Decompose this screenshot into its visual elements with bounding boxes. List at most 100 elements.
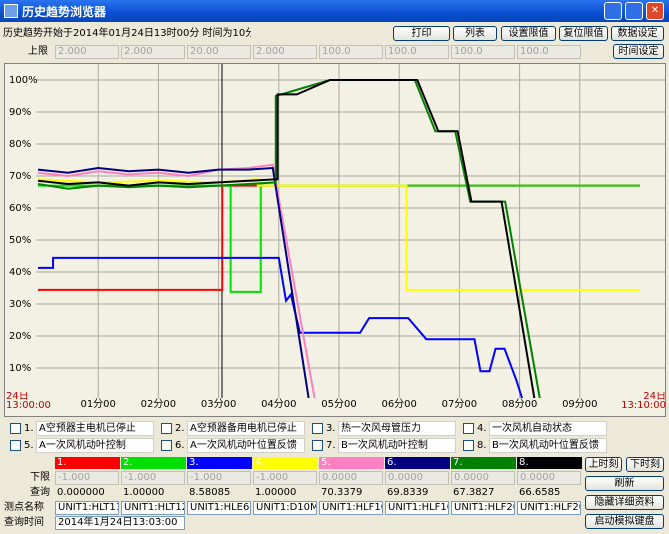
series-swatch: 2. xyxy=(121,457,186,469)
series-swatch: 1. xyxy=(55,457,120,469)
x-tick-label: 07分00 xyxy=(437,398,482,411)
prev-time-button[interactable]: 上时刻 xyxy=(585,457,622,472)
query-value: 8.58085 xyxy=(189,487,231,498)
tag-name: UNIT1:HLF20AS xyxy=(517,501,581,515)
upper-limit-input[interactable]: 100.0 xyxy=(451,45,515,59)
lower-limit-input[interactable]: -1.000 xyxy=(253,471,317,485)
maximize-button[interactable] xyxy=(625,2,643,20)
legend-number: 6. xyxy=(175,440,185,451)
x-tick-label: 09分00 xyxy=(557,398,602,411)
toolbar-button[interactable]: 设置限值 xyxy=(501,26,556,41)
series-swatch: 4. xyxy=(253,457,318,469)
keyboard-button[interactable]: 启动模拟键盘 xyxy=(585,514,664,529)
legend-checkbox[interactable] xyxy=(10,440,21,451)
upper-limit-input[interactable]: 2.000 xyxy=(55,45,119,59)
chart-frame xyxy=(4,63,666,417)
upper-limit-input[interactable]: 20.00 xyxy=(187,45,251,59)
legend-checkbox[interactable] xyxy=(463,423,474,434)
legend-name: A一次风机动叶位置反馈 xyxy=(187,438,305,453)
hide-details-button[interactable]: 隐藏详细资料 xyxy=(585,495,664,510)
upper-limit-input[interactable]: 2.000 xyxy=(121,45,185,59)
title-bar: 历史趋势浏览器 ✕ xyxy=(0,0,669,22)
legend-number: 8. xyxy=(477,440,487,451)
upper-limit-input[interactable]: 100.0 xyxy=(385,45,449,59)
lower-label: 下限 xyxy=(30,472,50,483)
lower-limit-input[interactable]: -1.000 xyxy=(187,471,251,485)
legend-number: 2. xyxy=(175,423,185,434)
tag-name: UNIT1:HLF20AS xyxy=(451,501,515,515)
legend-checkbox[interactable] xyxy=(161,440,172,451)
lower-limit-input[interactable]: 0.0000 xyxy=(385,471,449,485)
query-value: 67.3827 xyxy=(453,487,495,498)
upper-limit-input[interactable]: 100.0 xyxy=(517,45,581,59)
legend-number: 3. xyxy=(326,423,336,434)
legend-name: 一次风机自动状态 xyxy=(489,421,607,436)
x-tick-label: 01分00 xyxy=(76,398,121,411)
x-tick-label: 24日 13:00:00 xyxy=(6,392,51,410)
info-text: 历史趋势开始于2014年01月24日13时00分 时间为10分钟 xyxy=(3,28,251,39)
query-value: 69.8339 xyxy=(387,487,429,498)
legend-number: 4. xyxy=(477,423,487,434)
upper-label: 上限 xyxy=(28,46,48,57)
legend-number: 7. xyxy=(326,440,336,451)
lower-limit-input[interactable]: 0.0000 xyxy=(319,471,383,485)
series-swatch: 6. xyxy=(385,457,450,469)
x-tick-label: 06分00 xyxy=(377,398,422,411)
x-tick-label: 02分00 xyxy=(136,398,181,411)
tag-name: UNIT1:HLT11AI xyxy=(55,501,119,515)
app-icon xyxy=(4,4,18,18)
minimize-button[interactable] xyxy=(604,2,622,20)
tag-label: 测点名称 xyxy=(4,502,44,513)
query-value: 1.00000 xyxy=(255,487,297,498)
tag-name: UNIT1:HLE60CI xyxy=(187,501,251,515)
next-time-button[interactable]: 下时刻 xyxy=(626,457,664,472)
query-label: 查询 xyxy=(30,487,50,498)
legend-number: 1. xyxy=(24,423,34,434)
lower-limit-input[interactable]: 0.0000 xyxy=(517,471,581,485)
x-tick-label: 05分00 xyxy=(317,398,361,411)
x-tick-label: 08分00 xyxy=(497,398,542,411)
x-tick-label: 04分00 xyxy=(256,398,301,411)
time-setting-button[interactable]: 时间设定 xyxy=(613,44,664,59)
toolbar-button[interactable]: 复位限值 xyxy=(559,26,608,41)
legend-name: A空预器备用电机已停止 xyxy=(187,421,305,436)
legend-name: B一次风机动叶位置反馈 xyxy=(489,438,607,453)
window-title: 历史趋势浏览器 xyxy=(22,5,107,19)
legend-checkbox[interactable] xyxy=(10,423,21,434)
legend-name: 热一次风母管压力 xyxy=(338,421,456,436)
query-value: 66.6585 xyxy=(519,487,561,498)
tag-name: UNIT1:HLT12AI xyxy=(121,501,185,515)
close-button[interactable]: ✕ xyxy=(646,2,664,20)
legend-checkbox[interactable] xyxy=(161,423,172,434)
legend-checkbox[interactable] xyxy=(312,423,323,434)
toolbar-button[interactable]: 数据设定 xyxy=(611,26,664,41)
tag-name: UNIT1:HLF10AS xyxy=(319,501,383,515)
legend-name: B一次风机动叶控制 xyxy=(338,438,456,453)
legend-checkbox[interactable] xyxy=(463,440,474,451)
toolbar-button[interactable]: 列表 xyxy=(453,26,497,41)
upper-limit-input[interactable]: 100.0 xyxy=(319,45,383,59)
lower-limit-input[interactable]: -1.000 xyxy=(55,471,119,485)
legend-name: A空预器主电机已停止 xyxy=(36,421,154,436)
upper-limit-input[interactable]: 2.000 xyxy=(253,45,317,59)
x-tick-label: 24日 13:10:00 xyxy=(621,392,666,410)
lower-limit-input[interactable]: -1.000 xyxy=(121,471,185,485)
query-value: 1.00000 xyxy=(123,487,165,498)
lower-limit-input[interactable]: 0.0000 xyxy=(451,471,515,485)
series-swatch: 5. xyxy=(319,457,384,469)
series-swatch: 8. xyxy=(517,457,582,469)
tag-name: UNIT1:D10M021 xyxy=(253,501,317,515)
legend-checkbox[interactable] xyxy=(312,440,323,451)
series-swatch: 7. xyxy=(451,457,516,469)
legend-number: 5. xyxy=(24,440,34,451)
query-time: 2014年1月24日13:03:00 xyxy=(55,516,185,530)
series-swatch: 3. xyxy=(187,457,252,469)
refresh-button[interactable]: 刷新 xyxy=(585,476,664,491)
legend-name: A一次风机动叶控制 xyxy=(36,438,154,453)
query-value: 70.3379 xyxy=(321,487,363,498)
query-value: 0.000000 xyxy=(57,487,105,498)
toolbar-button[interactable]: 打印 xyxy=(393,26,450,41)
time-label: 查询时间 xyxy=(4,517,44,528)
x-tick-label: 03分00 xyxy=(196,398,241,411)
